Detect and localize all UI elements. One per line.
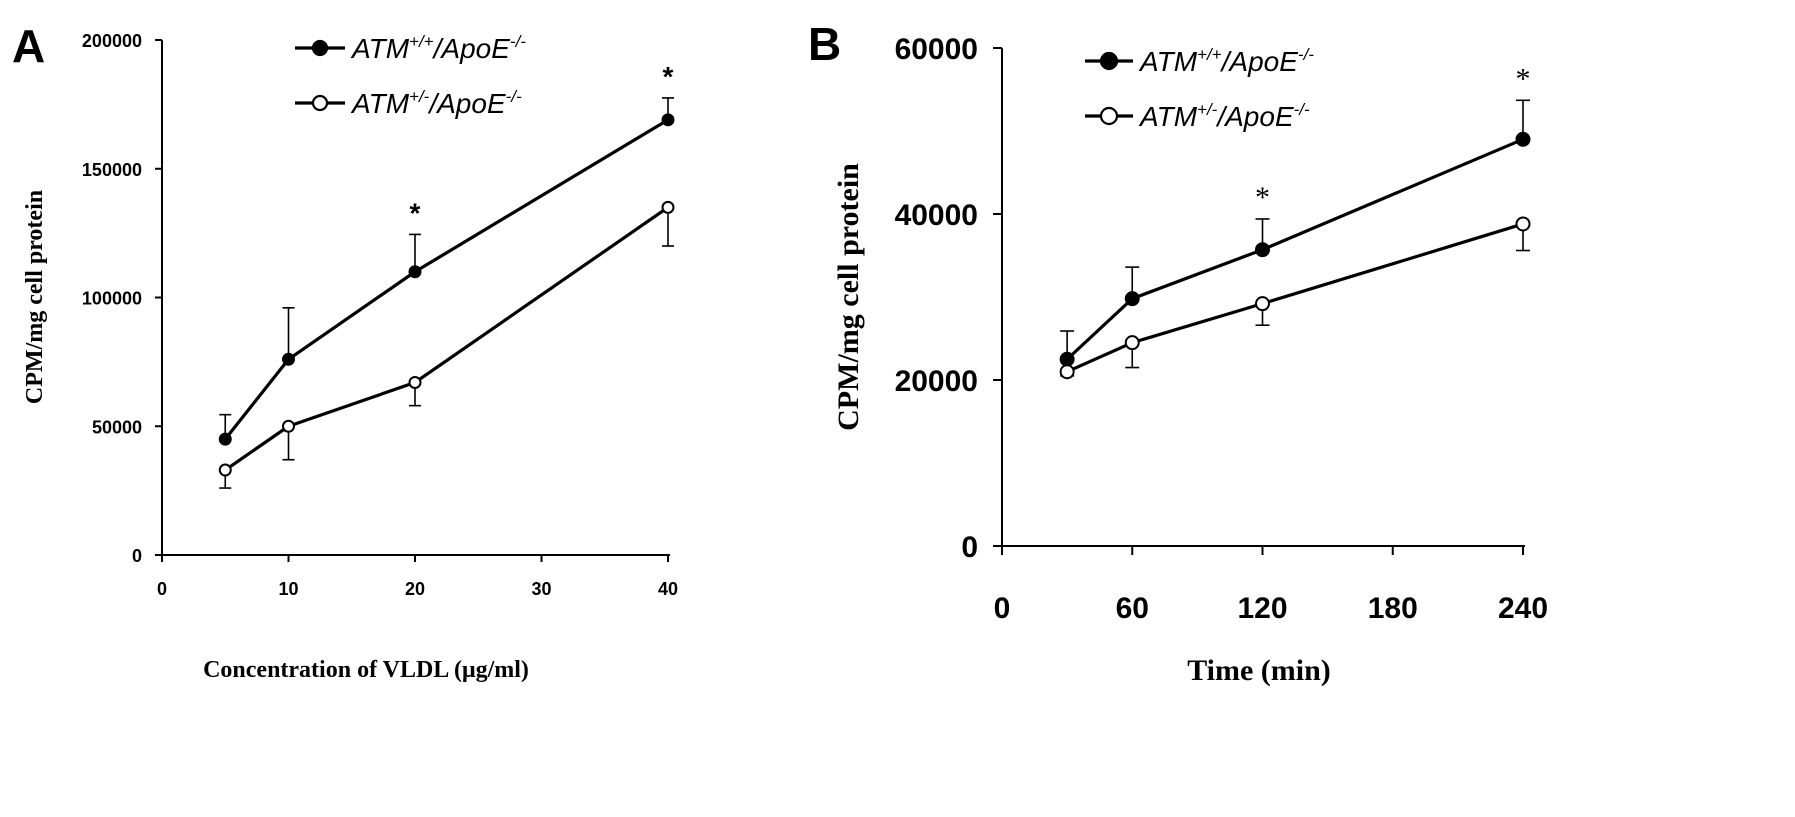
series-line xyxy=(224,206,669,472)
x-tick-label: 40 xyxy=(658,579,678,599)
significance-marker: * xyxy=(410,197,421,228)
series-atm-wt xyxy=(1059,99,1531,367)
data-point xyxy=(408,375,422,389)
x-tick-label: 180 xyxy=(1368,592,1418,625)
y-tick-label: 0 xyxy=(132,546,142,566)
y-tick-label: 40000 xyxy=(895,199,978,232)
data-point xyxy=(1515,216,1531,232)
data-point xyxy=(282,419,295,433)
x-tick-label: 60 xyxy=(1116,592,1149,625)
data-point xyxy=(408,265,422,279)
legend-label: ATM+/-/ApoE-/- xyxy=(1138,100,1310,132)
legend-label: ATM+/+/ApoE-/- xyxy=(350,32,526,64)
series-line xyxy=(1066,222,1524,374)
data-point xyxy=(1124,335,1140,351)
data-point xyxy=(1255,242,1270,258)
data-point xyxy=(218,463,232,477)
y-tick-label: 50000 xyxy=(92,417,142,437)
data-point xyxy=(1124,291,1140,307)
panel-b: B 0 20000 40000 60000 0 60 120 180 240 Time (min) C… xyxy=(808,18,1548,687)
legend-marker xyxy=(311,94,329,112)
panel-a: A 0 50000 100000 150000 200000 0 10 20 30 40 Concen… xyxy=(12,20,678,683)
y-tick-label: 200000 xyxy=(82,31,142,51)
series-atm-het xyxy=(218,200,675,489)
x-axis-title: Time (min) xyxy=(1187,654,1331,687)
legend-label: ATM+/+/ApoE-/- xyxy=(1138,45,1314,77)
x-tick-label: 10 xyxy=(278,579,298,599)
y-tick-label: 0 xyxy=(961,531,978,564)
panel-letter: A xyxy=(12,20,45,72)
legend-entry: ATM+/+/ApoE-/- xyxy=(295,32,526,64)
legend-entry: ATM+/-/ApoE-/- xyxy=(295,87,522,119)
x-tick-label: 30 xyxy=(531,579,551,599)
data-point xyxy=(661,113,675,127)
x-tick-label: 240 xyxy=(1498,592,1548,625)
series-line xyxy=(1066,137,1524,361)
x-tick-label: 120 xyxy=(1237,592,1287,625)
data-point xyxy=(218,432,232,446)
y-tick-label: 20000 xyxy=(895,365,978,398)
data-point xyxy=(282,352,295,366)
y-tick-label: 60000 xyxy=(895,33,978,66)
x-tick-label: 20 xyxy=(405,579,425,599)
y-tick-label: 150000 xyxy=(82,160,142,180)
significance-marker: * xyxy=(663,61,674,92)
y-tick-label: 100000 xyxy=(82,289,142,309)
legend-marker xyxy=(1099,106,1119,126)
data-point xyxy=(1255,296,1270,312)
significance-marker: * xyxy=(1516,62,1531,95)
legend-entry: ATM+/+/ApoE-/- xyxy=(1085,45,1314,77)
x-tick-label: 0 xyxy=(157,579,167,599)
data-point xyxy=(1515,131,1531,147)
x-tick-label: 0 xyxy=(994,592,1011,625)
y-axis-title: CPM/mg cell protein xyxy=(22,190,48,404)
legend-label: ATM+/-/ApoE-/- xyxy=(350,87,522,119)
legend-marker xyxy=(1099,51,1119,71)
x-axis-title: Concentration of VLDL (μg/ml) xyxy=(203,657,529,683)
series-atm-wt xyxy=(218,97,675,446)
data-point xyxy=(1059,364,1075,380)
panel-letter: B xyxy=(808,18,841,70)
y-axis-title: CPM/mg cell protein xyxy=(832,163,865,431)
data-point xyxy=(661,200,675,214)
legend-marker xyxy=(311,39,329,57)
legend-entry: ATM+/-/ApoE-/- xyxy=(1085,100,1310,132)
data-point xyxy=(1059,351,1075,367)
series-atm-het xyxy=(1059,216,1531,380)
significance-marker: * xyxy=(1255,181,1270,214)
series-line xyxy=(223,118,669,441)
